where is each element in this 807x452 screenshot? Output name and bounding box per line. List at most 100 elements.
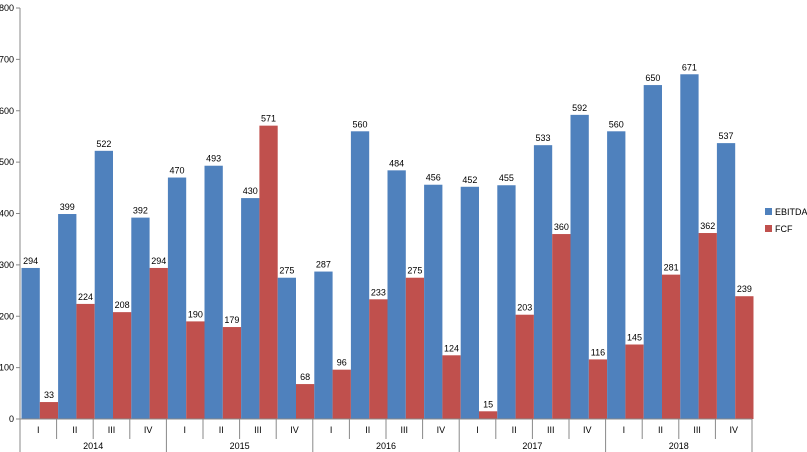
fcf-bar [186,321,205,419]
ebitda-bar [460,186,479,419]
fcf-bar [588,359,608,419]
fcf-bar [296,384,315,419]
fcf-value-label: 208 [115,300,130,310]
x-quarter-label: III [108,425,116,435]
ebitda-bar [167,177,187,419]
ebitda-bar [350,131,370,420]
ebitda-value-label: 399 [60,202,75,212]
ebitda-bar [277,277,296,419]
fcf-bar [113,312,132,419]
ebitda-value-label: 671 [682,62,697,72]
fcf-bar [405,277,425,419]
ebitda-value-label: 560 [353,119,368,129]
legend-swatch-fcf [765,225,772,232]
fcf-value-label: 33 [44,390,54,400]
y-tick-label: 700 [0,54,14,64]
y-tick-label: 800 [0,3,14,13]
fcf-value-label: 239 [737,284,752,294]
ebitda-bar [424,184,443,419]
ebitda-value-label: 275 [279,266,294,276]
x-quarter-label: III [254,425,262,435]
fcf-value-label: 281 [664,263,679,273]
ebitda-value-label: 592 [572,103,587,113]
ebitda-bar [497,185,516,419]
ebitda-bar [643,85,662,419]
fcf-bar [515,314,534,419]
x-quarter-label: IV [437,425,446,435]
x-quarter-label: I [476,425,479,435]
x-year-label: 2014 [83,441,103,451]
x-quarter-label: II [72,425,77,435]
y-tick-label: 100 [0,363,14,373]
fcf-value-label: 179 [224,315,239,325]
x-year-label: 2017 [522,441,542,451]
ebitda-value-label: 533 [536,133,551,143]
fcf-bar [698,233,717,419]
ebitda-bar [241,198,260,419]
fcf-value-label: 571 [261,114,276,124]
x-quarter-label: I [37,425,40,435]
ebitda-value-label: 522 [96,139,111,149]
fcf-bar [735,296,754,419]
ebitda-value-label: 470 [170,166,185,176]
ebitda-bar [314,271,333,419]
fcf-value-label: 190 [188,309,203,319]
ebitda-value-label: 484 [389,158,404,168]
x-quarter-label: I [623,425,626,435]
fcf-value-label: 275 [407,266,422,276]
x-quarter-label: II [512,425,517,435]
fcf-value-label: 116 [591,347,605,357]
fcf-bar [662,274,681,419]
fcf-value-label: 203 [517,303,532,313]
x-quarter-label: IV [729,425,738,435]
ebitda-bar [570,114,589,420]
fcf-value-label: 362 [700,221,715,231]
fcf-bar [369,299,388,419]
y-axis: 0 100 200 300 400 500 600 700 800 [0,3,21,424]
fcf-bar [625,344,644,419]
x-quarter-label: III [693,425,701,435]
fcf-bar [39,402,59,419]
bars [21,74,754,420]
x-quarter-label: IV [583,425,592,435]
ebitda-bar [533,145,553,419]
x-year-label: 2018 [669,441,689,451]
legend: EBITDA FCF [765,207,807,234]
ebitda-bar [131,217,150,419]
legend-label-ebitda: EBITDA [775,207,807,217]
y-tick-label: 400 [0,209,14,219]
legend-label-fcf: FCF [775,224,793,234]
fcf-bar [442,355,461,419]
x-quarter-label: II [658,425,663,435]
fcf-bar [332,369,351,419]
ebitda-value-label: 537 [719,131,734,141]
fcf-value-label: 15 [483,399,493,409]
ebitda-value-label: 493 [206,154,221,164]
ebitda-value-label: 456 [426,173,441,183]
x-quarter-label: I [330,425,333,435]
ebitda-bar [680,74,699,420]
x-quarter-label: I [183,425,186,435]
y-tick-label: 300 [0,260,14,270]
fcf-value-label: 360 [554,222,569,232]
x-quarter-label: IV [290,425,299,435]
x-quarter-label: III [547,425,555,435]
fcf-bar [76,303,95,419]
x-quarter-label: III [401,425,409,435]
ebitda-bar [607,131,626,420]
ebitda-value-label: 287 [316,260,331,270]
fcf-value-label: 294 [151,256,166,266]
ebitda-value-label: 455 [499,173,514,183]
x-year-label: 2015 [230,441,250,451]
x-year-label: 2016 [376,441,396,451]
y-tick-label: 0 [9,414,14,424]
x-quarter-label: IV [144,425,153,435]
fcf-value-label: 68 [300,372,310,382]
fcf-value-label: 145 [627,333,642,343]
ebitda-bar [94,150,113,419]
fcf-bar [149,267,168,419]
fcf-value-label: 96 [337,358,347,368]
ebitda-bar [204,165,223,419]
